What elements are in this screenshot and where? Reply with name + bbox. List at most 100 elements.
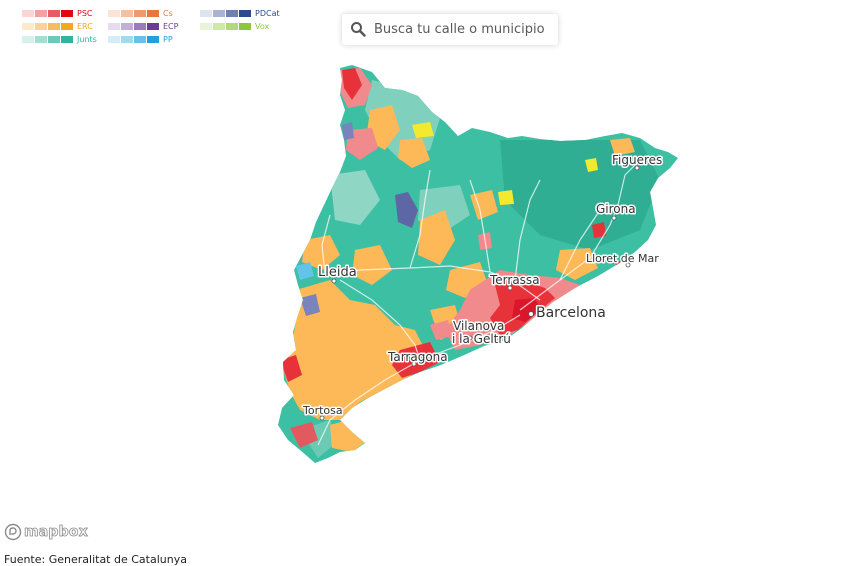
city-label-tarragona: Tarragona xyxy=(387,350,448,364)
legend-swatch xyxy=(121,10,133,17)
legend-swatch xyxy=(147,10,159,17)
legend-label-junts: Junts xyxy=(77,35,97,44)
erc-region xyxy=(398,138,430,168)
legend-swatch xyxy=(200,10,212,17)
legend-label-vox: Vox xyxy=(255,22,270,31)
legend-swatch xyxy=(35,23,47,30)
city-dot-tarragona xyxy=(411,361,417,367)
junts-light-region xyxy=(330,170,380,225)
legend-swatches-psc xyxy=(22,10,73,17)
erc-region xyxy=(302,235,340,270)
city-dots xyxy=(319,165,640,421)
legend-swatch xyxy=(147,36,159,43)
psc-region xyxy=(430,320,452,340)
legend-swatch xyxy=(61,36,73,43)
erc-region xyxy=(284,280,430,420)
legend-swatch xyxy=(134,36,146,43)
city-dot-figueres xyxy=(634,165,640,171)
vox-region xyxy=(498,190,514,205)
erc-region xyxy=(556,248,598,280)
legend-item-erc: ERC xyxy=(22,21,93,32)
road-network xyxy=(317,159,641,446)
mapbox-wordmark: mapbox xyxy=(24,524,89,541)
legend-swatch xyxy=(22,10,34,17)
city-label-barcelona: Barcelona xyxy=(536,305,606,321)
legend-swatch xyxy=(48,10,60,17)
city-dot-lloret xyxy=(625,262,631,268)
catalonia-map[interactable]: Figueres Girona Lloret de Mar Lleida Ter… xyxy=(270,60,690,470)
legend-swatch xyxy=(48,36,60,43)
pp-region xyxy=(296,262,314,280)
legend-swatch xyxy=(239,10,251,17)
legend-swatch xyxy=(134,23,146,30)
mapbox-icon xyxy=(4,523,22,541)
legend-swatches-junts xyxy=(22,36,73,43)
search-icon[interactable] xyxy=(350,21,366,37)
legend-swatch xyxy=(61,23,73,30)
mapbox-logo[interactable]: mapbox xyxy=(4,522,88,542)
legend-swatches-cs xyxy=(108,10,159,17)
legend-item-pdcat: PDCat xyxy=(200,8,280,19)
legend-item-vox: Vox xyxy=(200,21,269,32)
legend-label-erc: ERC xyxy=(77,22,93,31)
search-input[interactable] xyxy=(370,14,558,45)
legend-swatch xyxy=(108,10,120,17)
legend-swatches-pp xyxy=(108,36,159,43)
legend-item-psc: PSC xyxy=(22,8,93,19)
city-label-terrassa: Terrassa xyxy=(489,273,540,287)
legend-swatch xyxy=(61,10,73,17)
city-dot-barcelona xyxy=(528,311,534,317)
legend-swatches-vox xyxy=(200,23,251,30)
erc-region xyxy=(352,245,392,285)
psc-region xyxy=(346,128,378,160)
legend-swatch xyxy=(48,23,60,30)
pdcat-region xyxy=(300,294,320,316)
legend-swatch xyxy=(239,23,251,30)
legend-swatch xyxy=(22,36,34,43)
city-label-vilanova-2: i la Geltrú xyxy=(452,332,511,346)
source-note: Fuente: Generalitat de Catalunya xyxy=(4,553,187,566)
legend-swatch xyxy=(121,23,133,30)
legend-item-pp: PP xyxy=(108,34,173,45)
pdcat-region xyxy=(395,192,418,228)
city-label-lleida: Lleida xyxy=(318,265,357,280)
city-label-tortosa: Tortosa xyxy=(302,404,343,417)
legend-swatch xyxy=(226,23,238,30)
legend-label-ecp: ECP xyxy=(163,22,179,31)
legend-item-junts: Junts xyxy=(22,34,97,45)
city-dot-terrassa xyxy=(507,285,513,291)
legend-label-psc: PSC xyxy=(77,9,93,18)
city-labels: Figueres Girona Lloret de Mar Lleida Ter… xyxy=(301,152,664,419)
legend-swatch xyxy=(226,10,238,17)
legend-label-cs: Cs xyxy=(163,9,173,18)
legend-swatch xyxy=(147,23,159,30)
search-box[interactable] xyxy=(342,14,558,45)
psc-region xyxy=(290,422,318,448)
legend-label-pdcat: PDCat xyxy=(255,9,280,18)
city-dot-girona xyxy=(611,215,617,221)
vox-region xyxy=(412,122,434,138)
city-dot-tortosa xyxy=(319,415,325,421)
legend: PSC Cs PDCat ERC ECP Vox Junts xyxy=(22,8,292,48)
legend-swatch xyxy=(35,36,47,43)
psc-region xyxy=(280,355,302,382)
city-dot-vilanova xyxy=(467,335,473,341)
erc-region xyxy=(470,190,498,220)
legend-swatch xyxy=(200,23,212,30)
erc-region xyxy=(418,210,455,265)
vox-region xyxy=(585,158,598,172)
legend-swatch xyxy=(108,36,120,43)
legend-swatch xyxy=(35,10,47,17)
legend-swatch xyxy=(108,23,120,30)
psc-region xyxy=(592,222,606,238)
legend-swatch xyxy=(213,23,225,30)
psc-region xyxy=(342,68,362,100)
map-regions: Figueres Girona Lloret de Mar Lleida Ter… xyxy=(278,65,678,463)
city-label-lloret: Lloret de Mar xyxy=(586,252,659,265)
legend-swatch xyxy=(22,23,34,30)
pdcat-region xyxy=(342,122,354,140)
legend-swatches-pdcat xyxy=(200,10,251,17)
junts-dark-region xyxy=(500,140,660,250)
legend-swatches-erc xyxy=(22,23,73,30)
legend-swatch xyxy=(213,10,225,17)
